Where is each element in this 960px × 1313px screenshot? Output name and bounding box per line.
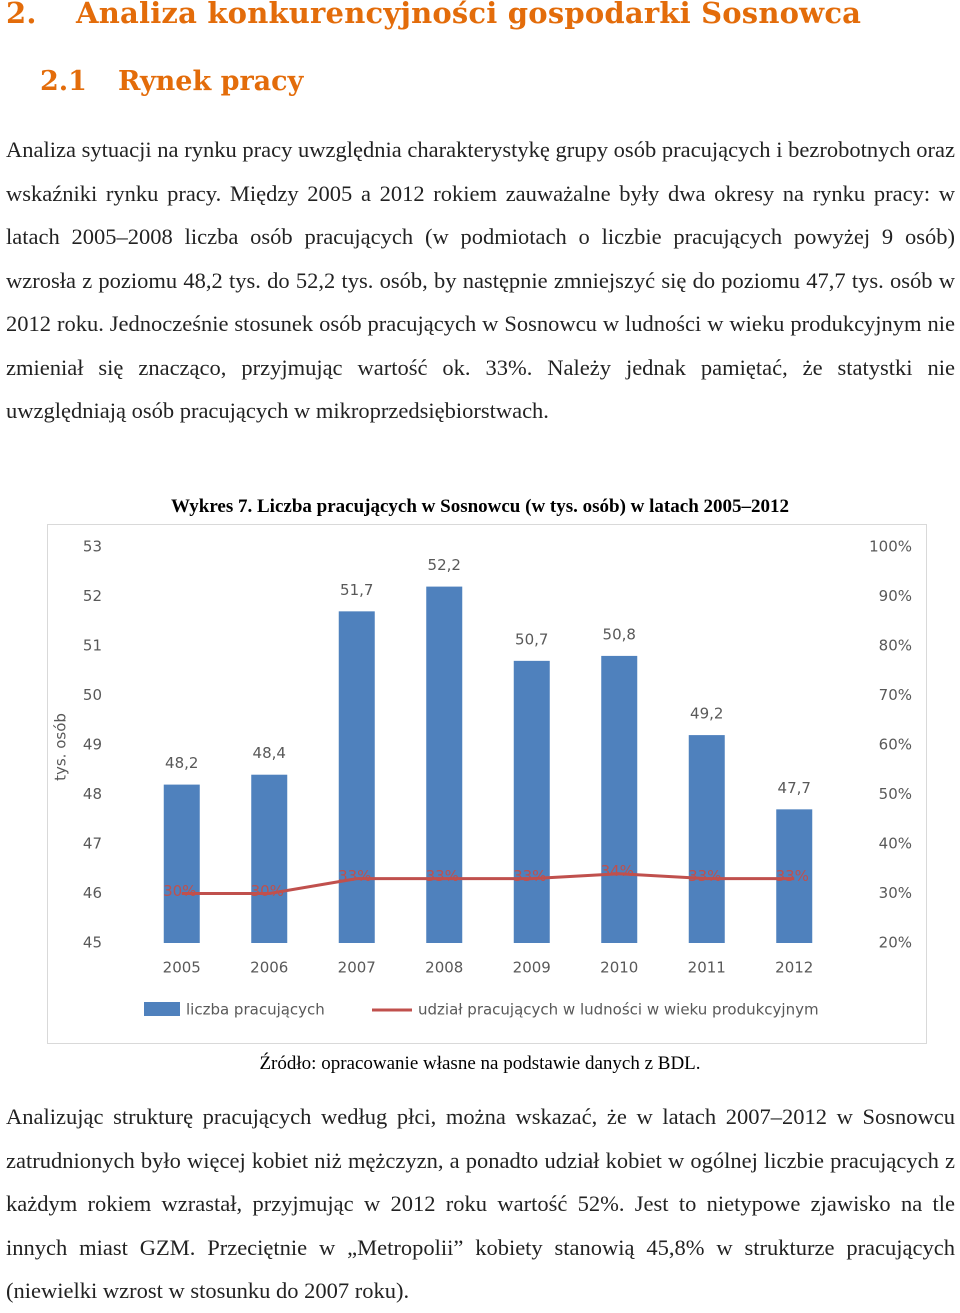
bar-2006 bbox=[251, 775, 287, 943]
share-value-label: 33% bbox=[688, 867, 721, 885]
chart-title: Wykres 7. Liczba pracujących w Sosnowcu … bbox=[0, 496, 960, 518]
x-tick-label: 2005 bbox=[163, 959, 201, 977]
subsection-number: 2.1 bbox=[40, 66, 118, 97]
y2-tick-label: 50% bbox=[879, 785, 912, 803]
employment-chart: 45 46 47 48 49 50 51 52 53 20% 30% 40% 50% 60% 70% 80% 9… bbox=[48, 525, 926, 1043]
y-tick-label: 51 bbox=[83, 637, 102, 655]
bar-value-label: 48,2 bbox=[165, 754, 198, 772]
subsection-title: Rynek pracy bbox=[118, 66, 303, 97]
legend-swatch-bars bbox=[144, 1002, 180, 1016]
paragraph-gender: Analizując strukturę pracujących według … bbox=[6, 1095, 955, 1313]
bar-value-label: 50,7 bbox=[515, 630, 548, 648]
x-tick-label: 2007 bbox=[338, 959, 376, 977]
chart-source: Źródło: opracowanie własne na podstawie … bbox=[0, 1053, 960, 1075]
y2-tick-label: 100% bbox=[869, 538, 912, 556]
y-tick-label: 45 bbox=[83, 934, 102, 952]
share-value-label: 30% bbox=[251, 882, 284, 900]
section-title: Analiza konkurencyjności gospodarki Sosn… bbox=[76, 0, 861, 30]
bar-2009 bbox=[514, 661, 550, 943]
bar-value-label: 49,2 bbox=[690, 705, 723, 723]
y-tick-label: 50 bbox=[83, 686, 102, 704]
bar-value-label: 52,2 bbox=[428, 556, 461, 574]
x-tick-label: 2008 bbox=[425, 959, 463, 977]
share-value-label: 33% bbox=[426, 867, 459, 885]
y2-tick-label: 40% bbox=[879, 835, 912, 853]
y2-tick-label: 20% bbox=[879, 934, 912, 952]
legend-label-bars: liczba pracujących bbox=[186, 1001, 325, 1019]
y-tick-label: 49 bbox=[83, 736, 102, 754]
y-tick-label: 48 bbox=[83, 785, 102, 803]
bar-2008 bbox=[426, 587, 462, 943]
x-tick-label: 2012 bbox=[775, 959, 813, 977]
x-tick-label: 2009 bbox=[513, 959, 551, 977]
section-heading: 2.Analiza konkurencyjności gospodarki So… bbox=[6, 0, 861, 30]
y2-tick-label: 60% bbox=[879, 736, 912, 754]
share-value-label: 33% bbox=[338, 867, 371, 885]
legend-label-line: udział pracujących w ludności w wieku pr… bbox=[418, 1001, 819, 1019]
y-tick-label: 53 bbox=[83, 538, 102, 556]
y2-tick-label: 30% bbox=[879, 884, 912, 902]
bar-value-label: 50,8 bbox=[603, 625, 636, 643]
chart-frame: 45 46 47 48 49 50 51 52 53 20% 30% 40% 50% 60% 70% 80% 9… bbox=[47, 524, 927, 1044]
y2-tick-label: 90% bbox=[879, 587, 912, 605]
share-value-label: 34% bbox=[601, 862, 634, 880]
bar-value-label: 48,4 bbox=[253, 744, 286, 762]
bar-2005 bbox=[164, 785, 200, 943]
y2-tick-label: 80% bbox=[879, 637, 912, 655]
bar-2011 bbox=[689, 735, 725, 943]
share-value-label: 33% bbox=[513, 867, 546, 885]
bar-2010 bbox=[601, 656, 637, 943]
x-tick-label: 2006 bbox=[250, 959, 288, 977]
y-tick-label: 46 bbox=[83, 884, 102, 902]
x-tick-label: 2011 bbox=[688, 959, 726, 977]
paragraph-intro: Analiza sytuacji na rynku pracy uwzględn… bbox=[6, 128, 955, 433]
share-value-label: 33% bbox=[776, 867, 809, 885]
share-value-label: 30% bbox=[163, 882, 196, 900]
bar-value-label: 51,7 bbox=[340, 581, 373, 599]
section-number: 2. bbox=[6, 0, 76, 30]
bar-2007 bbox=[339, 611, 375, 943]
y-tick-label: 52 bbox=[83, 587, 102, 605]
y2-tick-label: 70% bbox=[879, 686, 912, 704]
y-axis-label: tys. osób bbox=[52, 713, 70, 781]
x-tick-label: 2010 bbox=[600, 959, 638, 977]
y-tick-label: 47 bbox=[83, 835, 102, 853]
bar-value-label: 47,7 bbox=[778, 779, 811, 797]
